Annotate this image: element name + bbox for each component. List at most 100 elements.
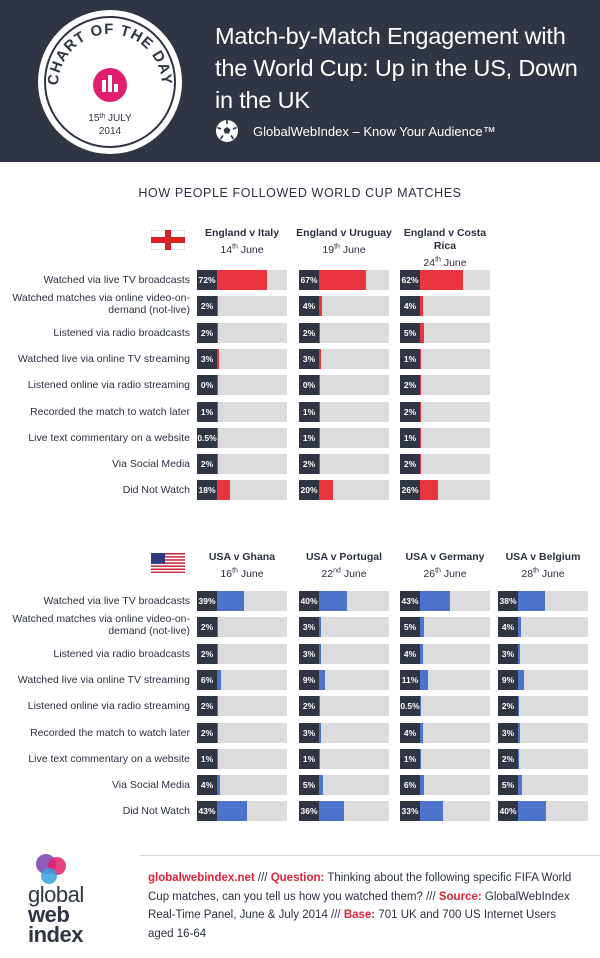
bar bbox=[217, 775, 220, 796]
bar-track: 62% bbox=[400, 270, 490, 290]
match-date-sup: th bbox=[232, 243, 238, 250]
bar-track: 2% bbox=[498, 748, 588, 769]
brand-text: GlobalWebIndex – Know Your Audience™ bbox=[253, 123, 496, 139]
footnote-question-label: Question: bbox=[270, 872, 325, 884]
page-title: Match-by-Match Engagement with the World… bbox=[215, 23, 578, 113]
bar bbox=[420, 643, 423, 664]
brand-line: GlobalWebIndex – Know Your Audience™ bbox=[215, 118, 496, 144]
match-date: 16th June bbox=[220, 567, 263, 580]
bar bbox=[217, 322, 219, 343]
bar-value-label: 2% bbox=[197, 617, 217, 638]
bar bbox=[319, 480, 333, 501]
row-label: Live text commentary on a website bbox=[28, 752, 190, 765]
bar-value-label: 20% bbox=[299, 480, 319, 501]
bar-track: 0.5% bbox=[400, 696, 490, 717]
match-date-sup: th bbox=[435, 256, 441, 263]
bar bbox=[319, 296, 322, 317]
bar-track: 4% bbox=[299, 296, 389, 317]
svg-text:15th JULY: 15th JULY bbox=[88, 113, 132, 124]
bar bbox=[420, 591, 451, 611]
bar-track: 5% bbox=[400, 322, 490, 343]
bar bbox=[420, 454, 422, 475]
bar-value-label: 3% bbox=[299, 348, 319, 369]
row-label: Did Not Watch bbox=[122, 805, 190, 818]
bar-value-label: 1% bbox=[299, 427, 319, 448]
bar-track: 72% bbox=[197, 270, 287, 290]
bar bbox=[420, 296, 423, 317]
footnote-link[interactable]: globalwebindex.net bbox=[148, 872, 255, 884]
bar bbox=[217, 696, 219, 717]
bar bbox=[319, 427, 320, 448]
bar bbox=[319, 669, 326, 690]
bar-value-label: 2% bbox=[299, 696, 319, 717]
match-name: USA v Portugal bbox=[305, 551, 383, 563]
match-date-month: June bbox=[240, 243, 264, 256]
bar bbox=[420, 748, 421, 769]
bar-track: 9% bbox=[299, 669, 389, 690]
bar-track: 2% bbox=[400, 375, 490, 396]
bar-value-label: 43% bbox=[197, 801, 217, 822]
bar-track: 3% bbox=[299, 643, 389, 664]
bar-value-label: 6% bbox=[400, 775, 420, 796]
bar bbox=[319, 322, 321, 343]
bar bbox=[518, 669, 525, 690]
row-label: Recorded the match to watch later bbox=[30, 726, 190, 739]
bar-track: 0% bbox=[299, 375, 389, 396]
bar-value-label: 2% bbox=[498, 696, 518, 717]
header: CHART OF THE DAY 15th JULY 2014 Match-by… bbox=[0, 0, 600, 162]
bar bbox=[319, 348, 322, 369]
logo-text-index: index bbox=[28, 922, 83, 947]
bar bbox=[319, 696, 321, 717]
bar-track: 67% bbox=[299, 270, 389, 290]
footnote-base-label: Base: bbox=[343, 909, 376, 921]
bar-value-label: 2% bbox=[400, 454, 420, 475]
bar-track: 5% bbox=[400, 617, 490, 638]
bar-track: 2% bbox=[197, 296, 287, 317]
bar-value-label: 5% bbox=[498, 775, 518, 796]
bar bbox=[319, 591, 347, 611]
match-name: USA v Germany bbox=[405, 551, 485, 563]
footnote-source-label: Source: bbox=[438, 890, 482, 903]
bar-value-label: 5% bbox=[299, 775, 319, 796]
bar-track: 2% bbox=[299, 454, 389, 475]
bar bbox=[319, 801, 345, 822]
bar bbox=[217, 454, 219, 475]
match-date: 19th June bbox=[322, 243, 365, 256]
bar-value-label: 18% bbox=[197, 480, 217, 501]
footnote-sep-2: /// bbox=[426, 890, 439, 903]
match-header: USA v Belgium 28th June bbox=[493, 551, 593, 581]
match-date: 26th June bbox=[423, 567, 466, 580]
bar-value-label: 0.5% bbox=[197, 427, 217, 448]
footnote-base-text: 701 UK and 700 US Internet Users aged 16… bbox=[148, 909, 557, 940]
bar-value-label: 2% bbox=[299, 322, 319, 343]
bar-track: 36% bbox=[299, 801, 389, 822]
bar-track: 5% bbox=[498, 775, 588, 796]
row-label: Watched live via online TV streaming bbox=[17, 352, 190, 365]
bar-value-label: 62% bbox=[400, 270, 420, 290]
bar-track: 2% bbox=[498, 696, 588, 717]
match-date-day: 16 bbox=[220, 567, 233, 580]
bar-track: 3% bbox=[299, 617, 389, 638]
bar-track: 4% bbox=[400, 296, 490, 317]
row-label: Watched live via online TV streaming bbox=[17, 673, 190, 686]
bar-track: 4% bbox=[498, 617, 588, 638]
row-label: Watched matches via online video-on-dema… bbox=[12, 292, 190, 317]
bar-track: 3% bbox=[197, 348, 287, 369]
match-date-day: 26 bbox=[423, 567, 436, 580]
match-header: England v Costa Rica 24th June bbox=[395, 227, 495, 270]
bar-value-label: 3% bbox=[299, 643, 319, 664]
bar bbox=[420, 722, 423, 743]
bar-value-label: 2% bbox=[299, 454, 319, 475]
bar-value-label: 1% bbox=[197, 401, 217, 422]
badge-date-month: JULY bbox=[108, 113, 132, 124]
match-name: England v Uruguay bbox=[296, 227, 392, 239]
match-date-sup: th bbox=[533, 567, 539, 574]
bar bbox=[217, 348, 220, 369]
bar-value-label: 3% bbox=[197, 348, 217, 369]
bar-value-label: 72% bbox=[197, 270, 217, 290]
match-date: 14th June bbox=[220, 243, 264, 256]
match-date-day: 28 bbox=[521, 567, 534, 580]
bar bbox=[217, 617, 219, 638]
match-header: USA v Portugal 22nd June bbox=[294, 551, 394, 581]
bar-track: 3% bbox=[498, 722, 588, 743]
